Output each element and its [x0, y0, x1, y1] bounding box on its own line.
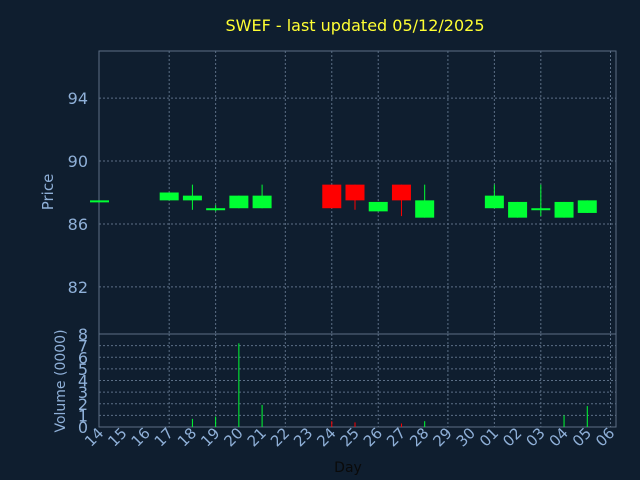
- candle-body: [531, 208, 551, 211]
- candle: [345, 184, 365, 210]
- candle: [415, 184, 435, 218]
- x-tick-labels: 1415161718192021222324252627282930010203…: [81, 424, 618, 450]
- candles: [90, 184, 597, 218]
- volume-bars: [191, 343, 588, 427]
- volume-tick-label: 2: [78, 395, 88, 414]
- candle-body: [90, 200, 109, 203]
- price-tick-label: 86: [68, 215, 88, 234]
- price-tick-label: 82: [68, 278, 88, 297]
- candle-body: [415, 200, 435, 218]
- candle: [229, 195, 249, 209]
- candle: [554, 201, 574, 218]
- candle: [252, 184, 272, 209]
- candle-body: [508, 201, 528, 218]
- volume-tick-label: 8: [78, 325, 88, 344]
- candle: [159, 192, 179, 201]
- candle-body: [345, 184, 365, 201]
- candle: [206, 205, 226, 212]
- volume-tick-label: 7: [78, 337, 88, 356]
- candle-body: [182, 195, 202, 201]
- candle-body: [252, 195, 272, 209]
- price-tick-label: 90: [68, 152, 88, 171]
- x-tick-label: 06: [592, 424, 618, 450]
- price-tick-labels: 82 86 90 94: [68, 89, 88, 297]
- candle: [508, 201, 528, 218]
- candle-body: [554, 201, 574, 218]
- volume-tick-label: 1: [78, 406, 88, 425]
- candle-body: [206, 208, 226, 211]
- volume-tick-label: 0: [78, 418, 88, 437]
- volume-tick-label: 5: [78, 360, 88, 379]
- candle-body: [484, 195, 504, 209]
- candle: [577, 200, 597, 213]
- candle: [368, 201, 388, 212]
- candle-body: [229, 195, 249, 209]
- candle-body: [159, 192, 179, 201]
- candle: [484, 184, 504, 209]
- price-axis-label: Price: [39, 174, 57, 211]
- candle: [182, 184, 202, 210]
- chart-title: SWEF - last updated 05/12/2025: [225, 16, 484, 35]
- price-tick-label: 94: [68, 89, 88, 108]
- candle: [322, 184, 342, 209]
- candle-body: [577, 200, 597, 213]
- x-axis-label: Day: [334, 460, 362, 476]
- candle: [391, 184, 411, 217]
- price-panel: 82 86 90 94 Price: [39, 50, 617, 335]
- candle-body: [391, 184, 411, 201]
- volume-tick-label: 3: [78, 383, 88, 402]
- candle: [531, 184, 551, 217]
- volume-tick-label: 4: [78, 372, 88, 391]
- candle: [90, 200, 109, 203]
- volume-grid: [99, 334, 616, 427]
- candle-body: [322, 184, 342, 209]
- volume-tick-label: 6: [78, 348, 88, 367]
- volume-axis-label: Volume (0000): [53, 329, 69, 432]
- candle-body: [368, 201, 388, 212]
